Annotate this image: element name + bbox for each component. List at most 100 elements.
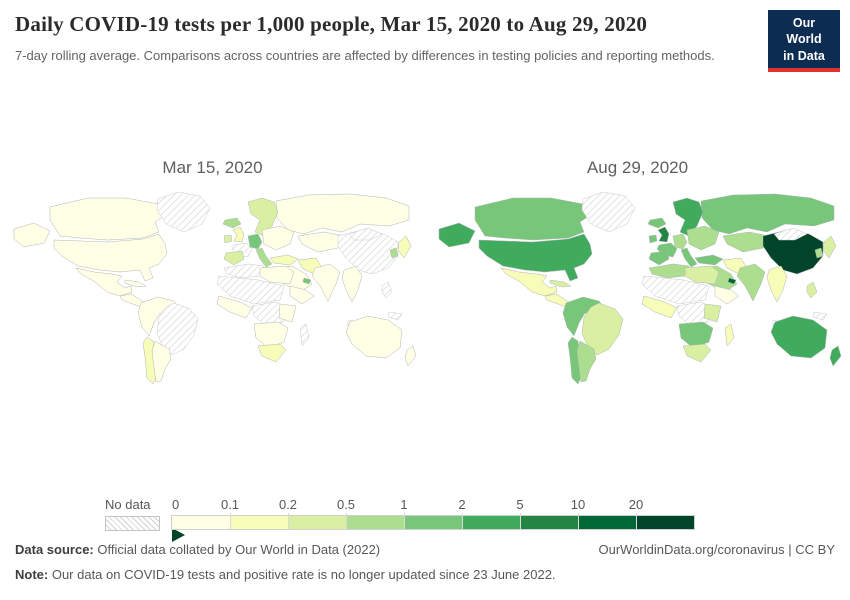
owid-logo[interactable]: Our World in Data — [768, 10, 840, 72]
region-australia-mar15[interactable] — [345, 315, 402, 359]
region-mongolia-mar15[interactable] — [348, 227, 383, 241]
legend-arrow — [172, 528, 185, 542]
world-map-aug29[interactable] — [433, 191, 843, 396]
region-png-aug29[interactable] — [812, 311, 827, 321]
legend-tickline — [578, 513, 579, 530]
region-iceland-aug29[interactable] — [647, 217, 666, 229]
region-ireland-mar15[interactable] — [223, 234, 232, 244]
legend-segment-2[interactable] — [288, 516, 346, 529]
region-mexico-aug29[interactable] — [499, 267, 557, 297]
region-canada-mar15[interactable] — [49, 197, 167, 241]
maps-row: Mar 15, 2020 Aug 29, 2020 — [0, 158, 850, 396]
legend-segment-5[interactable] — [462, 516, 520, 529]
legend-no-data: No data — [105, 497, 160, 531]
region-se_asia-aug29[interactable] — [766, 265, 787, 303]
region-horn-mar15[interactable] — [289, 285, 314, 305]
region-japan-mar15[interactable] — [397, 235, 411, 259]
region-brazil-aug29[interactable] — [581, 302, 623, 356]
region-png-mar15[interactable] — [387, 311, 402, 321]
region-nz-mar15[interactable] — [404, 345, 416, 367]
region-south_africa-aug29[interactable] — [682, 343, 711, 363]
owid-link[interactable]: OurWorldinData.org/coronavirus | CC BY — [598, 542, 835, 557]
region-libya_egypt-mar15[interactable] — [259, 265, 294, 285]
region-east_africa-aug29[interactable] — [703, 303, 721, 323]
map-block-aug29: Aug 29, 2020 — [425, 158, 850, 396]
region-italy-aug29[interactable] — [680, 247, 697, 268]
region-iberia-aug29[interactable] — [648, 250, 669, 266]
region-greenland-aug29[interactable] — [581, 191, 635, 233]
legend-tickline — [462, 513, 463, 530]
region-se_asia-mar15[interactable] — [341, 265, 362, 303]
region-korea-mar15[interactable] — [389, 247, 398, 259]
region-usa-mar15[interactable] — [53, 233, 167, 282]
region-west_africa-mar15[interactable] — [216, 295, 252, 319]
region-iberia-mar15[interactable] — [223, 250, 244, 266]
region-southern_africa-aug29[interactable] — [678, 321, 713, 349]
region-turkey-mar15[interactable] — [269, 254, 299, 266]
region-north_africa-aug29[interactable] — [648, 263, 689, 279]
region-argentina-aug29[interactable] — [576, 340, 596, 383]
region-cuba-mar15[interactable] — [124, 279, 147, 288]
region-central_africa-mar15[interactable] — [251, 301, 288, 327]
legend-tick-5: 5 — [516, 497, 524, 512]
region-uae-mar15[interactable] — [302, 277, 311, 285]
region-madagascar-aug29[interactable] — [724, 323, 734, 347]
legend-segment-8[interactable] — [636, 516, 694, 529]
region-sahara_west-aug29[interactable] — [641, 275, 709, 305]
region-east_africa-mar15[interactable] — [278, 303, 296, 323]
region-southern_africa-mar15[interactable] — [253, 321, 288, 349]
legend-no-data-swatch[interactable] — [105, 516, 160, 531]
region-usa-aug29[interactable] — [478, 233, 592, 282]
legend-segment-3[interactable] — [346, 516, 404, 529]
legend-colorbar: 0 0.1 0.2 0.5 1 2 5 10 20 — [171, 497, 695, 542]
legend-segment-4[interactable] — [404, 516, 462, 529]
region-philippines-mar15[interactable] — [381, 281, 392, 299]
legend-segment-6[interactable] — [520, 516, 578, 529]
region-russia-aug29[interactable] — [700, 193, 834, 235]
region-alaska-aug29[interactable] — [438, 222, 475, 248]
region-south_africa-mar15[interactable] — [257, 343, 286, 363]
region-argentina-mar15[interactable] — [151, 340, 171, 383]
region-west_africa-aug29[interactable] — [641, 295, 677, 319]
region-libya_egypt-aug29[interactable] — [684, 265, 719, 285]
region-alaska-mar15[interactable] — [13, 222, 50, 248]
region-australia-aug29[interactable] — [770, 315, 827, 359]
region-philippines-aug29[interactable] — [806, 281, 817, 299]
region-turkey-aug29[interactable] — [694, 254, 724, 266]
region-mexico-mar15[interactable] — [74, 267, 132, 297]
region-brazil-mar15[interactable] — [156, 302, 198, 356]
region-sahara_west-mar15[interactable] — [216, 275, 284, 305]
region-uae-aug29[interactable] — [727, 277, 736, 285]
legend-segment-0[interactable] — [172, 516, 230, 529]
region-kazakh-aug29[interactable] — [722, 231, 769, 253]
region-iceland-mar15[interactable] — [222, 217, 241, 229]
region-greenland-mar15[interactable] — [156, 191, 210, 233]
region-central_africa-aug29[interactable] — [676, 301, 713, 327]
region-mongolia-aug29[interactable] — [773, 227, 808, 241]
region-india-aug29[interactable] — [736, 263, 765, 302]
region-japan-aug29[interactable] — [822, 235, 836, 259]
region-cuba-aug29[interactable] — [549, 279, 572, 288]
world-map-mar15[interactable] — [8, 191, 418, 396]
region-uk-aug29[interactable] — [657, 226, 669, 243]
region-nz-aug29[interactable] — [829, 345, 841, 367]
legend-tickline — [636, 513, 637, 530]
legend-segment-7[interactable] — [578, 516, 636, 529]
legend: No data 0 0.1 0.2 0.5 1 2 5 10 20 — [105, 497, 695, 542]
region-horn-aug29[interactable] — [714, 285, 739, 305]
region-uk-mar15[interactable] — [232, 226, 244, 243]
region-ireland-aug29[interactable] — [648, 234, 657, 244]
region-korea-aug29[interactable] — [814, 247, 823, 259]
region-russia-mar15[interactable] — [275, 193, 409, 235]
region-germany-aug29[interactable] — [672, 233, 687, 250]
region-italy-mar15[interactable] — [255, 247, 272, 268]
region-kazakh-mar15[interactable] — [297, 231, 344, 253]
region-east_europe-mar15[interactable] — [261, 225, 294, 251]
region-canada-aug29[interactable] — [474, 197, 592, 241]
legend-segment-1[interactable] — [230, 516, 288, 529]
region-madagascar-mar15[interactable] — [299, 323, 309, 347]
region-east_europe-aug29[interactable] — [686, 225, 719, 251]
region-north_africa-mar15[interactable] — [223, 263, 264, 279]
region-germany-mar15[interactable] — [247, 233, 262, 250]
region-india-mar15[interactable] — [311, 263, 340, 302]
